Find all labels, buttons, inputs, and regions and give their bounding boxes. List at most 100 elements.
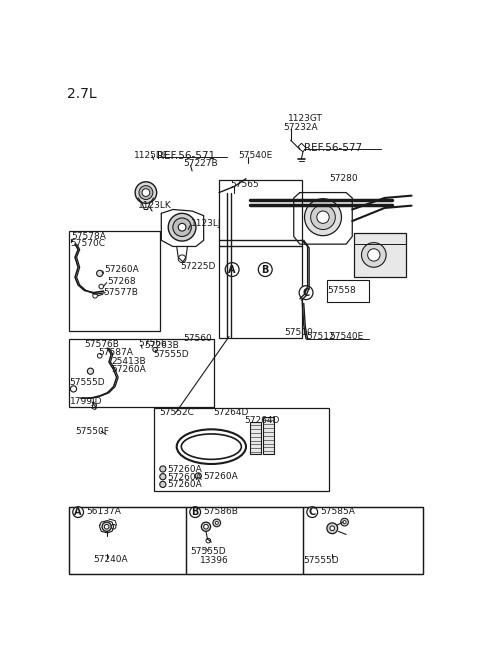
Bar	[69, 507, 423, 574]
Text: REF.56-571: REF.56-571	[157, 151, 216, 160]
Text: REF.56-577: REF.56-577	[304, 143, 362, 153]
Text: 57560: 57560	[183, 334, 212, 343]
Circle shape	[160, 481, 166, 487]
Text: 1799JD: 1799JD	[71, 398, 103, 407]
Text: 57240A: 57240A	[94, 555, 128, 563]
Text: A: A	[74, 507, 82, 517]
Text: C: C	[302, 288, 310, 297]
Circle shape	[330, 526, 335, 531]
Circle shape	[201, 522, 211, 531]
Text: 57570C: 57570C	[71, 239, 106, 248]
Text: 57264D: 57264D	[244, 416, 280, 425]
Text: 57555D: 57555D	[303, 556, 338, 565]
Circle shape	[160, 474, 166, 479]
Circle shape	[311, 205, 336, 229]
Circle shape	[96, 271, 103, 276]
Text: 57550F: 57550F	[75, 427, 109, 436]
Text: 57260A: 57260A	[168, 465, 202, 474]
Circle shape	[204, 525, 208, 529]
Text: C: C	[309, 507, 316, 517]
Text: B: B	[192, 507, 199, 517]
Bar	[154, 408, 329, 491]
Circle shape	[258, 263, 272, 276]
Text: B: B	[262, 265, 269, 274]
Circle shape	[178, 255, 186, 263]
Text: 1123GT: 1123GT	[288, 114, 323, 123]
Bar	[69, 339, 214, 407]
Text: 57555D: 57555D	[154, 350, 189, 359]
Circle shape	[304, 198, 341, 236]
Circle shape	[327, 523, 337, 534]
Circle shape	[368, 249, 380, 261]
Text: 57576B: 57576B	[84, 340, 119, 348]
Circle shape	[87, 368, 94, 374]
Circle shape	[173, 218, 192, 236]
Circle shape	[215, 521, 218, 525]
Circle shape	[142, 189, 150, 196]
Bar	[250, 422, 262, 455]
Text: 57555D: 57555D	[69, 378, 105, 387]
Text: 57558: 57558	[327, 286, 356, 295]
Text: 57232A: 57232A	[283, 123, 318, 132]
Text: 57280: 57280	[329, 174, 358, 183]
Text: 2.7L: 2.7L	[67, 87, 97, 101]
Text: 57587A: 57587A	[98, 348, 133, 357]
Text: 56137A: 56137A	[86, 507, 121, 516]
Circle shape	[307, 507, 318, 517]
Bar	[303, 507, 423, 574]
Text: A: A	[228, 265, 236, 274]
Circle shape	[213, 519, 221, 527]
Text: 13396: 13396	[200, 556, 228, 565]
Circle shape	[102, 522, 111, 531]
Circle shape	[178, 223, 186, 231]
Circle shape	[93, 293, 97, 298]
Text: 57555D: 57555D	[191, 547, 226, 556]
Text: 1123LJ: 1123LJ	[191, 219, 221, 228]
Bar	[327, 280, 369, 302]
Bar	[354, 233, 406, 277]
Circle shape	[99, 284, 104, 289]
Text: 57227B: 57227B	[183, 159, 217, 168]
Text: 57260A: 57260A	[168, 480, 202, 489]
Text: 57260A: 57260A	[111, 365, 146, 374]
Circle shape	[71, 386, 77, 392]
Text: 57540E: 57540E	[329, 332, 363, 341]
Text: 25413B: 25413B	[111, 358, 146, 366]
Circle shape	[160, 466, 166, 472]
Text: 57565: 57565	[230, 180, 259, 189]
Circle shape	[206, 538, 211, 543]
Circle shape	[341, 518, 348, 526]
Circle shape	[73, 507, 84, 517]
Circle shape	[135, 182, 156, 203]
Circle shape	[225, 263, 239, 276]
Text: 57263B: 57263B	[144, 341, 179, 350]
Text: 57566: 57566	[138, 339, 167, 348]
Bar	[219, 180, 302, 338]
Bar	[263, 417, 275, 455]
Text: 57510: 57510	[285, 328, 313, 337]
Text: 57264D: 57264D	[214, 407, 249, 417]
Circle shape	[317, 211, 329, 223]
Text: 57578A: 57578A	[71, 232, 106, 241]
Text: 57586B: 57586B	[204, 507, 239, 516]
Text: 1123LK: 1123LK	[138, 201, 172, 210]
Text: 57577B: 57577B	[104, 288, 138, 297]
Bar	[69, 507, 186, 574]
Text: 57585A: 57585A	[321, 507, 356, 516]
Circle shape	[104, 525, 109, 529]
Text: 57260A: 57260A	[104, 265, 139, 274]
Circle shape	[190, 507, 201, 517]
Circle shape	[111, 525, 116, 529]
Text: 57540E: 57540E	[238, 151, 273, 160]
Circle shape	[299, 286, 313, 299]
Circle shape	[139, 185, 153, 200]
Bar	[186, 507, 303, 574]
Text: 57268: 57268	[108, 276, 136, 286]
Text: 57552C: 57552C	[160, 407, 194, 417]
Text: 57260A: 57260A	[204, 472, 239, 481]
Text: 57260A: 57260A	[168, 473, 202, 482]
Text: 1125DF: 1125DF	[134, 151, 169, 160]
Text: 57225D: 57225D	[180, 262, 216, 271]
Circle shape	[361, 242, 386, 267]
Circle shape	[195, 473, 201, 479]
